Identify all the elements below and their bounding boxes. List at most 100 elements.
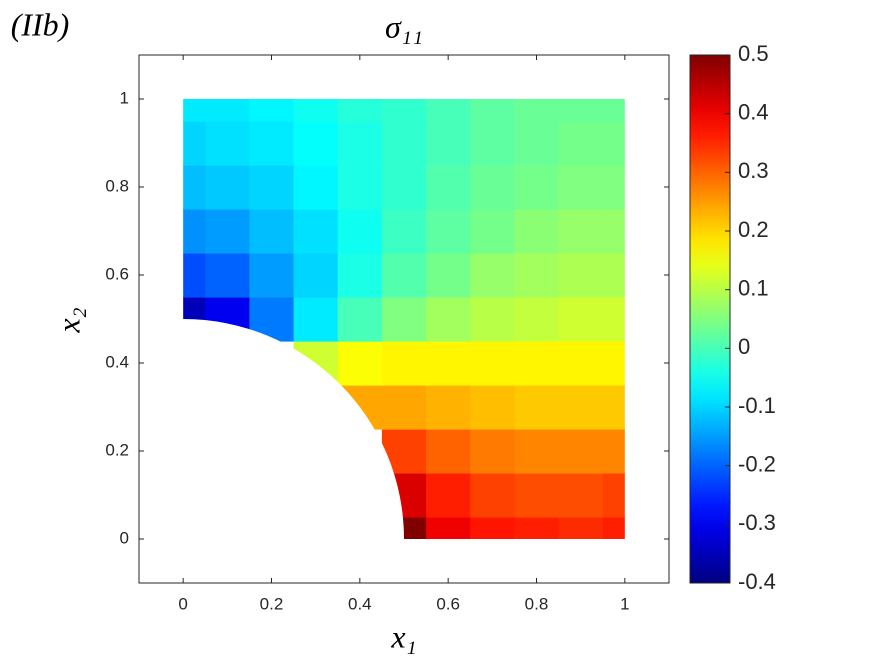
field-cell bbox=[381, 99, 427, 122]
field-cell bbox=[558, 209, 604, 254]
field-cell bbox=[426, 99, 471, 122]
field-cell bbox=[205, 209, 251, 254]
field-cell bbox=[337, 121, 383, 166]
y-tick-label: 0.2 bbox=[105, 440, 129, 459]
field-cell bbox=[381, 517, 427, 539]
y-tick-label: 0 bbox=[120, 528, 129, 547]
field-cell bbox=[602, 473, 625, 518]
field-cell bbox=[426, 253, 471, 298]
field-cell bbox=[249, 99, 295, 122]
field-cell bbox=[514, 165, 560, 210]
field-cell bbox=[205, 121, 251, 166]
field-cell bbox=[381, 297, 427, 342]
field-cell bbox=[470, 297, 516, 342]
colorbar-tick-label: 0 bbox=[738, 334, 750, 359]
field-cell bbox=[470, 165, 516, 210]
panel-label: (IIb) bbox=[11, 6, 70, 42]
field-cell bbox=[602, 297, 625, 342]
axes-box bbox=[138, 54, 670, 584]
y-tick-label: 0.6 bbox=[105, 264, 129, 283]
x-tick-label: 0.6 bbox=[436, 594, 460, 613]
x-tick-label: 0.2 bbox=[260, 594, 284, 613]
field-cell bbox=[470, 473, 516, 518]
field-cell bbox=[426, 297, 471, 342]
y-tick-label: 0.4 bbox=[105, 352, 129, 371]
field-cell bbox=[337, 209, 383, 254]
field-cell bbox=[183, 99, 206, 122]
field-cell bbox=[470, 429, 516, 474]
field-cell bbox=[470, 341, 516, 386]
field-cell bbox=[426, 385, 471, 430]
field-cell bbox=[183, 297, 206, 342]
field-cell bbox=[381, 165, 427, 210]
field-cell bbox=[514, 385, 560, 430]
field-cell bbox=[558, 165, 604, 210]
field-cell bbox=[426, 473, 471, 518]
field-cell bbox=[602, 341, 625, 386]
field-cell bbox=[337, 253, 383, 298]
field-cell bbox=[558, 385, 604, 430]
field-cell bbox=[337, 165, 383, 210]
colorbar-tick-label: -0.1 bbox=[738, 393, 776, 418]
colorbar-tick-label: -0.2 bbox=[738, 451, 776, 476]
field-cell bbox=[514, 473, 560, 518]
x-tick-label: 0.4 bbox=[348, 594, 372, 613]
field-cell bbox=[602, 385, 625, 430]
field-cell bbox=[470, 121, 516, 166]
field-cell bbox=[558, 341, 604, 386]
field-cell bbox=[293, 99, 339, 122]
field-cell bbox=[602, 253, 625, 298]
field-cell bbox=[426, 165, 471, 210]
field-cell bbox=[293, 341, 339, 386]
x-tick-label: 1 bbox=[620, 594, 629, 613]
field-cell bbox=[426, 517, 471, 539]
field-cell bbox=[470, 253, 516, 298]
chart-title: σ₁₁ bbox=[385, 8, 423, 44]
colorbar-tick-label: 0.2 bbox=[738, 217, 769, 242]
field-cell bbox=[381, 121, 427, 166]
field-cell bbox=[470, 99, 516, 122]
colorbar-tick-label: 0.5 bbox=[738, 41, 769, 66]
field-cell bbox=[602, 429, 625, 474]
field-cell bbox=[558, 473, 604, 518]
colorbar-tick-label: 0.1 bbox=[738, 275, 769, 300]
field-cell bbox=[514, 297, 560, 342]
field-cell bbox=[249, 209, 295, 254]
field-cell bbox=[381, 429, 427, 474]
field-cell bbox=[558, 429, 604, 474]
field-cell bbox=[249, 253, 295, 298]
field-cell bbox=[558, 99, 604, 122]
field-cell bbox=[337, 341, 383, 386]
field-cell bbox=[293, 253, 339, 298]
field-cell bbox=[602, 99, 625, 122]
field-cell bbox=[514, 341, 560, 386]
field-cell bbox=[205, 165, 251, 210]
field-cell bbox=[381, 341, 427, 386]
field-cell bbox=[602, 209, 625, 254]
field-cell bbox=[426, 121, 471, 166]
field-cell bbox=[470, 517, 516, 539]
y-axis-label: x₂ bbox=[50, 307, 86, 333]
field-cell bbox=[293, 165, 339, 210]
field-cell bbox=[249, 297, 295, 342]
field-cell bbox=[514, 209, 560, 254]
field-cell bbox=[426, 429, 471, 474]
field-cell bbox=[183, 121, 206, 166]
field-cell bbox=[293, 209, 339, 254]
field-cell bbox=[381, 473, 427, 518]
field-cell bbox=[514, 253, 560, 298]
field-cell bbox=[381, 209, 427, 254]
colorbar-tick-label: -0.3 bbox=[738, 510, 776, 535]
field-cell bbox=[514, 429, 560, 474]
field-cell bbox=[426, 341, 471, 386]
field-cell bbox=[183, 209, 206, 254]
field bbox=[183, 99, 625, 539]
field-cell bbox=[381, 385, 427, 430]
field-cell bbox=[183, 253, 206, 298]
field-cell bbox=[470, 209, 516, 254]
field-cell bbox=[602, 517, 625, 539]
colorbar-tick-label: 0.4 bbox=[738, 99, 769, 124]
field-cell bbox=[558, 517, 604, 539]
field-cell bbox=[293, 121, 339, 166]
